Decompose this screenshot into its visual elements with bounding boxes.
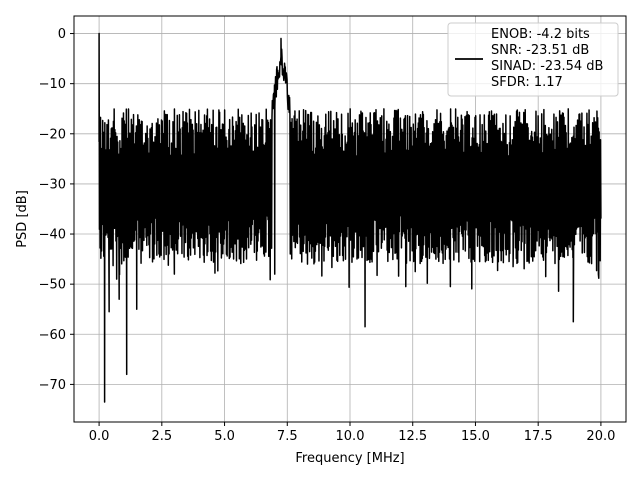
y-tick-label: −20 xyxy=(39,127,66,142)
legend-box xyxy=(447,22,619,97)
y-tick-label: −60 xyxy=(39,328,66,343)
plot-area xyxy=(98,32,602,403)
x-axis-label: Frequency [MHz] xyxy=(295,451,404,466)
legend-line-2: SNR: -23.51 dB xyxy=(491,43,589,58)
y-tick-label: −30 xyxy=(39,177,66,192)
x-tick-label: 0.0 xyxy=(89,429,110,444)
x-tick-label: 2.5 xyxy=(151,429,172,444)
x-tick-label: 7.5 xyxy=(277,429,298,444)
legend: ENOB: -4.2 bits SNR: -23.51 dB SINAD: -2… xyxy=(447,22,619,97)
y-axis-label: PSD [dB] xyxy=(15,190,30,248)
legend-line-1: ENOB: -4.2 bits xyxy=(491,27,590,42)
legend-line-3: SINAD: -23.54 dB xyxy=(491,59,603,74)
y-tick-label: −10 xyxy=(39,77,66,92)
x-tick-label: 10.0 xyxy=(336,429,365,444)
legend-line-4: SFDR: 1.17 xyxy=(491,75,563,90)
y-tick-label: 0 xyxy=(58,27,66,42)
y-tick-label: −70 xyxy=(39,378,66,393)
y-tick-label: −50 xyxy=(39,278,66,293)
series-line-psd xyxy=(98,32,602,403)
x-tick-label: 20.0 xyxy=(586,429,615,444)
x-tick-label: 15.0 xyxy=(461,429,490,444)
ticks: 0.0 2.5 5.0 7.5 10.0 12.5 15.0 17.5 20.0 0 −10 −20 −… xyxy=(39,27,616,444)
x-tick-label: 12.5 xyxy=(398,429,427,444)
y-tick-label: −40 xyxy=(39,228,66,243)
x-tick-label: 5.0 xyxy=(214,429,235,444)
x-tick-label: 17.5 xyxy=(524,429,553,444)
